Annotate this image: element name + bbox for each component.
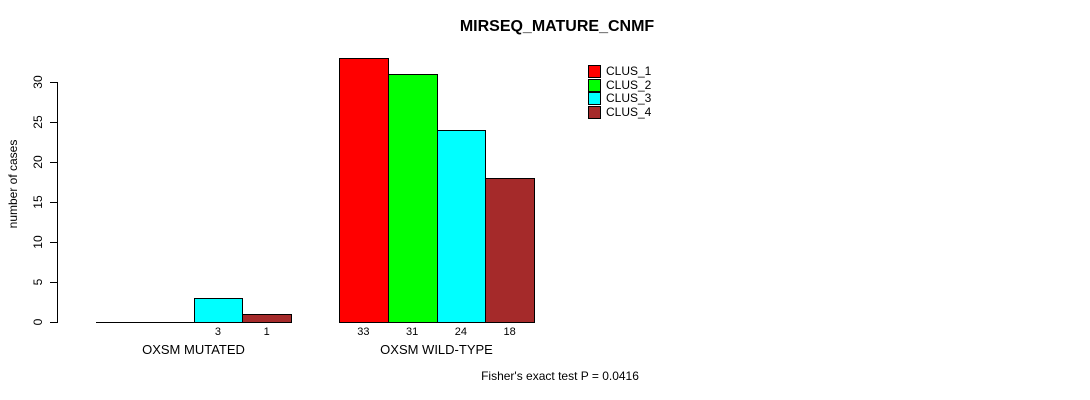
bar-value-label: 1 — [263, 326, 270, 338]
bar-value-label: 31 — [406, 326, 419, 338]
bar-value-label: 18 — [503, 326, 516, 338]
legend-label: CLUS_4 — [606, 104, 652, 119]
y-axis-tick — [50, 122, 57, 123]
legend-item-clus_1: CLUS_1 — [588, 65, 651, 78]
bar-CLUS_2-oxsm-mutated — [144, 322, 195, 323]
y-axis-tick-label: 25 — [31, 115, 45, 129]
y-axis-label: number of cases — [6, 139, 20, 229]
bar-CLUS_1-oxsm-wild-type — [339, 58, 389, 323]
x-axis-group-label-oxsm-mutated: OXSM MUTATED — [142, 342, 245, 357]
y-axis-tick-label: 5 — [31, 278, 45, 286]
y-axis-tick — [50, 322, 57, 323]
bar-value-label: 33 — [357, 326, 370, 338]
legend-swatch — [588, 65, 601, 78]
y-axis-tick-label: 0 — [31, 318, 45, 326]
y-axis-tick-label: 20 — [31, 155, 45, 169]
y-axis-tick-label: 30 — [31, 75, 45, 89]
y-axis-tick — [50, 282, 57, 283]
y-axis-tick — [50, 242, 57, 243]
bar-CLUS_1-oxsm-mutated — [96, 322, 146, 323]
bar-CLUS_4-oxsm-mutated — [242, 314, 292, 323]
legend-swatch — [588, 78, 601, 92]
chart-title: MIRSEQ_MATURE_CNMF — [459, 18, 655, 35]
legend-label: CLUS_1 — [606, 64, 652, 78]
legend-swatch — [588, 92, 601, 106]
bar-CLUS_3-oxsm-mutated — [193, 298, 244, 323]
bar-value-label: 3 — [214, 326, 221, 338]
fisher-test-annotation: Fisher's exact test P = 0.0416 — [481, 369, 639, 383]
y-axis-tick — [50, 162, 57, 163]
bar-CLUS_4-oxsm-wild-type — [485, 178, 535, 323]
legend-swatch — [588, 105, 601, 119]
bar-CLUS_2-oxsm-wild-type — [387, 74, 438, 323]
legend-label: CLUS_2 — [606, 77, 652, 92]
legend-item-clus_2: CLUS_2 — [588, 77, 652, 92]
y-axis-line — [57, 82, 58, 323]
legend-label: CLUS_3 — [606, 91, 652, 106]
y-axis-tick-label: 15 — [31, 195, 45, 209]
y-axis-tick — [50, 82, 57, 83]
legend-item-clus_3: CLUS_3 — [588, 91, 652, 106]
x-axis-group-label-oxsm-wild-type: OXSM WILD-TYPE — [380, 342, 493, 357]
bar-CLUS_3-oxsm-wild-type — [436, 130, 487, 323]
legend-item-clus_4: CLUS_4 — [588, 104, 652, 119]
bar-value-label: 24 — [454, 326, 467, 338]
y-axis-tick-label: 10 — [31, 235, 45, 249]
y-axis-tick — [50, 202, 57, 203]
